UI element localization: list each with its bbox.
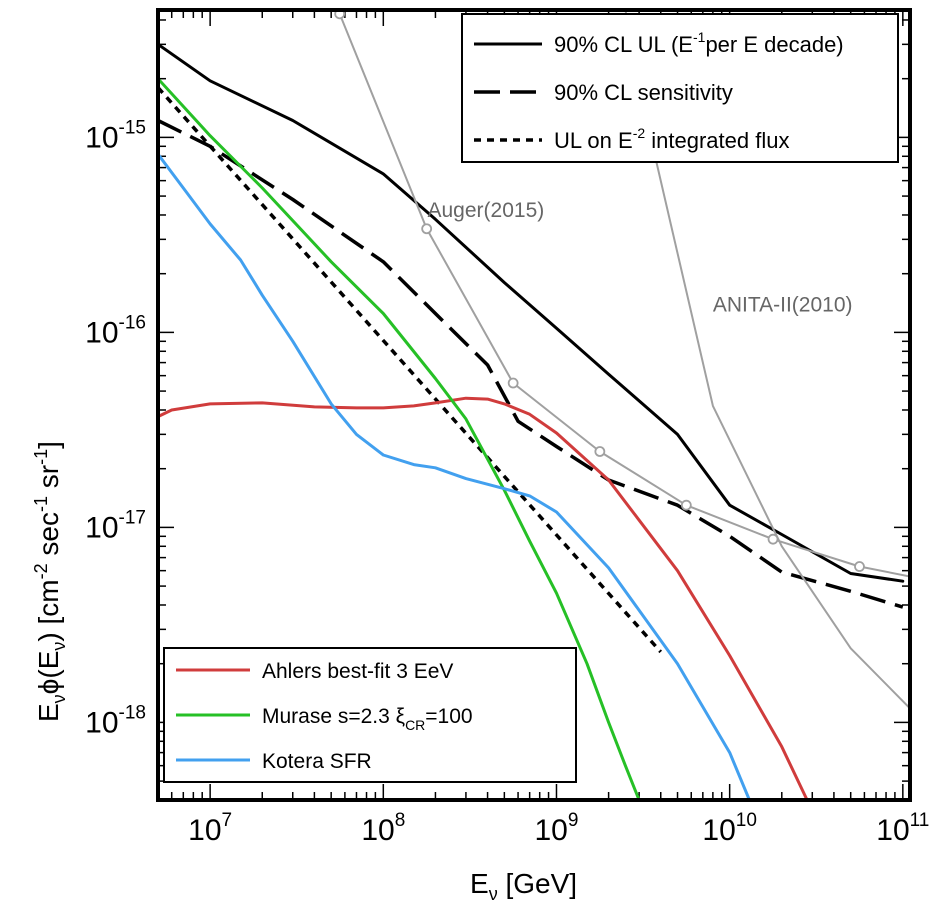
x-tick-label: 109 [535, 810, 579, 847]
x-axis-label: Eν [GeV] [470, 868, 577, 904]
legends: 90% CL UL (E-1per E decade) 90% CL sensit… [163, 13, 899, 783]
series-auger-marker [680, 499, 692, 511]
annotations: Auger(2015) ANITA-II(2010) [428, 199, 853, 316]
plot-frame [156, 8, 912, 802]
series-auger-marker [421, 223, 433, 235]
tick-labels: 107 108 109 1010 1011 10-18 10-17 10-16 10-15 [85, 117, 929, 847]
legend-box [461, 13, 899, 163]
series-kotera [158, 152, 751, 800]
annotation-label: Auger(2015) [428, 199, 545, 222]
series-murase [158, 77, 641, 800]
y-tick-label: 10-17 [85, 507, 146, 544]
series-ahlers [158, 396, 809, 800]
series-auger [338, 12, 910, 578]
y-tick-label: 10-18 [85, 702, 146, 739]
series-auger-marker [334, 10, 346, 20]
y-tick-label: 10-16 [85, 312, 146, 349]
series-ul [158, 42, 905, 583]
legend-label-murase: Murase s=2.3 ξCR=100 [262, 705, 473, 733]
x-tick-label: 1011 [876, 810, 929, 847]
series-auger-marker [507, 377, 519, 389]
y-axis-label: Eνϕ(Eν) [cm-2 sec-1 sr-1] [31, 441, 69, 722]
series-int [158, 86, 663, 654]
x-tick-label: 1010 [702, 810, 757, 847]
legend-label-kotera: Kotera SFR [262, 750, 372, 773]
legend-label-ahlers: Ahlers best-fit 3 EeV [262, 660, 453, 683]
series-auger-marker [594, 446, 606, 457]
series-sens [158, 118, 904, 609]
series-group [158, 10, 910, 800]
x-tick-label: 107 [188, 810, 232, 847]
series-auger-marker [854, 561, 865, 572]
legend-label-ul: 90% CL UL (E-1per E decade) [554, 29, 844, 57]
y-tick-label: 10-15 [85, 117, 146, 154]
x-tick-label: 108 [361, 810, 405, 847]
legend-label-sens: 90% CL sensitivity [554, 80, 733, 105]
annotation-label: ANITA-II(2010) [713, 293, 853, 316]
legend-label-int: UL on E-2 integrated flux [554, 125, 789, 153]
